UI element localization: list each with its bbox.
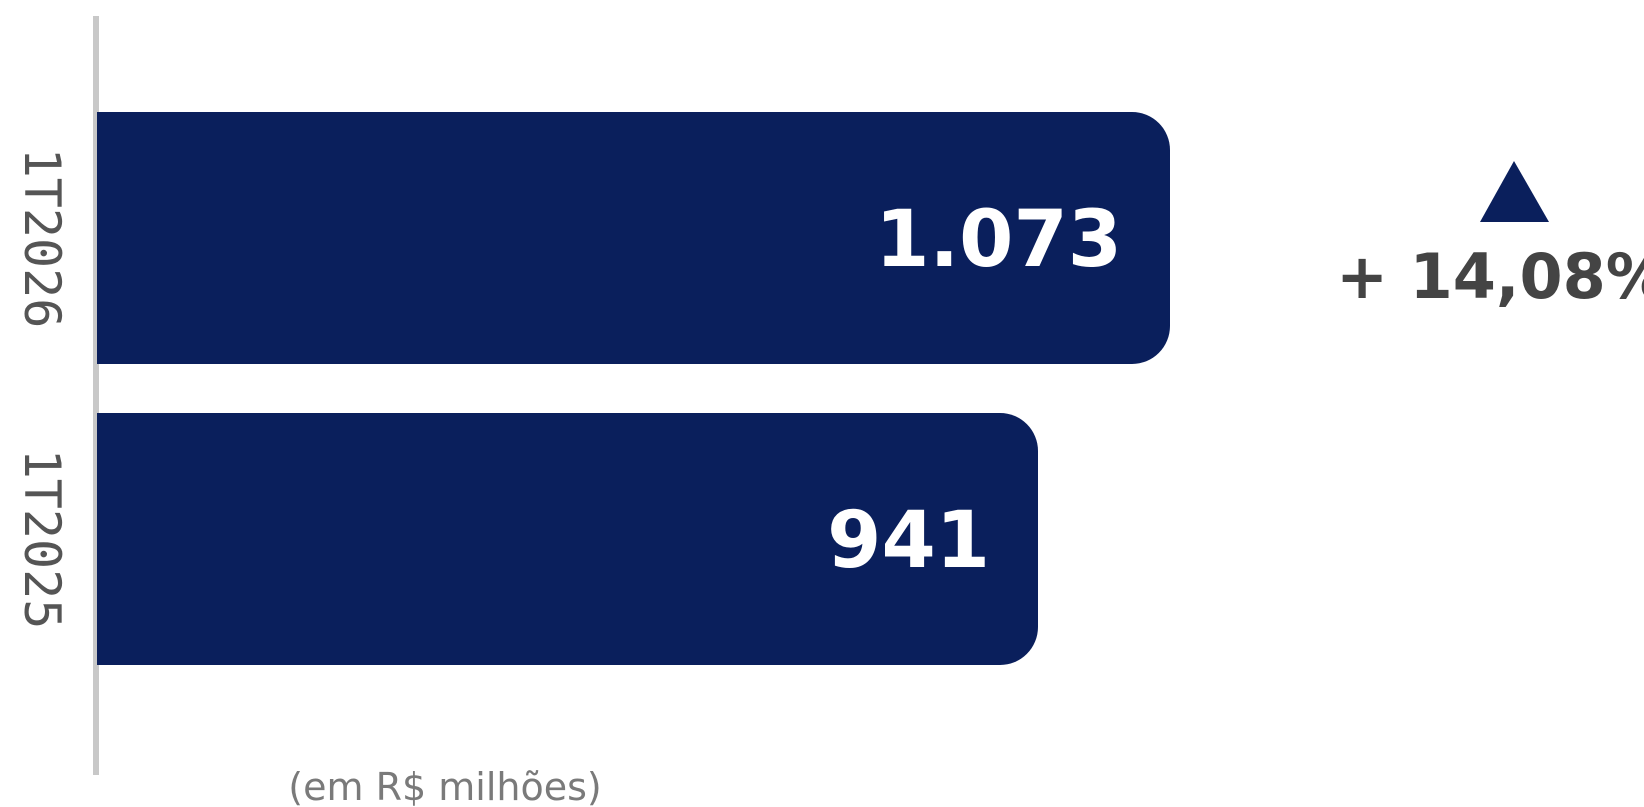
change-percentage: + 14,08% xyxy=(1336,240,1644,313)
unit-note: (em R$ milhões) xyxy=(288,765,601,807)
bars-group: 1.073 1T2026 941 1T2025 xyxy=(13,112,1170,665)
bar-value-label-1T2026: 1.073 xyxy=(875,195,1122,285)
change-indicator: + 14,08% xyxy=(1336,161,1644,313)
up-triangle-icon xyxy=(1480,161,1549,222)
category-label-1T2025: 1T2025 xyxy=(13,449,71,630)
bar-group-1T2026: 1.073 1T2026 xyxy=(13,112,1170,364)
bar-value-label-1T2025: 941 xyxy=(827,496,990,586)
category-label-1T2026: 1T2026 xyxy=(13,148,71,329)
bar-1T2025 xyxy=(97,413,1038,665)
bar-1T2026 xyxy=(97,112,1170,364)
bar-group-1T2025: 941 1T2025 xyxy=(13,413,1038,665)
